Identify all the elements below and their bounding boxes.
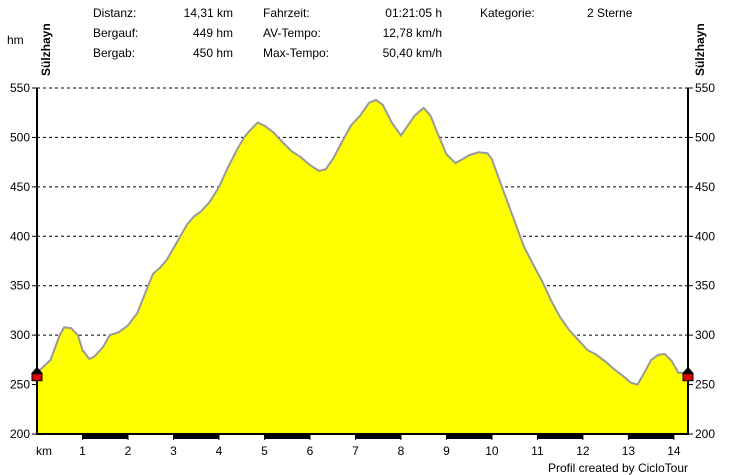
y-tick-label: 500	[10, 130, 30, 144]
km-segment	[537, 435, 583, 439]
x-tick-label: 11	[531, 444, 544, 458]
avg-speed-label: AV-Tempo:	[263, 26, 321, 40]
waypoints: Sülzhayn Sülzhayn	[31, 23, 707, 382]
category-label: Kategorie:	[480, 6, 535, 20]
x-tick-label: 10	[485, 444, 499, 458]
waypoint-label: Sülzhayn	[39, 23, 53, 76]
x-tick-label: 3	[170, 444, 177, 458]
km-segment	[173, 435, 219, 439]
category-value: 2 Sterne	[587, 6, 633, 20]
credit-text: Profil created by CicloTour	[548, 461, 688, 475]
y-tick-label: 550	[10, 81, 30, 95]
x-tick-label: 4	[216, 444, 223, 458]
avg-speed-value: 12,78 km/h	[382, 26, 442, 40]
distance-value: 14,31 km	[183, 6, 233, 20]
km-segment	[628, 435, 674, 439]
y-tick-label-right: 500	[695, 130, 715, 144]
y-tick-label: 200	[10, 427, 30, 441]
km-segment	[264, 435, 310, 439]
distance-label: Distanz:	[93, 6, 137, 20]
x-tick-label: 12	[576, 444, 590, 458]
descent-value: 450 hm	[192, 46, 233, 60]
y-tick-label-right: 300	[695, 328, 715, 342]
elevation-outline	[36, 98, 688, 386]
y-tick-label: 300	[10, 328, 30, 342]
waypoint-marker	[682, 373, 694, 382]
waypoint-roof	[31, 366, 43, 374]
y-tick-label-right: 350	[695, 279, 715, 293]
ride-time-label: Fahrzeit:	[263, 6, 310, 20]
y-tick-label: 400	[10, 229, 30, 243]
waypoint-roof	[682, 366, 694, 374]
x-tick-label: 8	[398, 444, 405, 458]
max-speed-label: Max-Tempo:	[263, 46, 330, 60]
km-segment	[446, 435, 492, 439]
x-tick-label: 2	[125, 444, 132, 458]
x-tick-label: 1	[79, 444, 86, 458]
km-segment	[355, 435, 401, 439]
y-tick-label-right: 450	[695, 180, 715, 194]
ascent-label: Bergauf:	[93, 26, 139, 40]
axis-ticks: 200 200 250 250 300 300 350 350 400 400 450 450 500 5…	[10, 81, 715, 458]
descent-label: Bergab:	[93, 46, 136, 60]
x-tick-label: 14	[667, 444, 681, 458]
ascent-value: 449 hm	[192, 26, 233, 40]
ride-time-value: 01:21:05 h	[385, 6, 442, 20]
y-tick-label-right: 400	[695, 229, 715, 243]
y-tick-label-right: 250	[695, 378, 715, 392]
y-tick-label: 450	[10, 180, 30, 194]
x-tick-label: 13	[622, 444, 636, 458]
x-axis-km-bar	[82, 435, 674, 439]
waypoint-marker	[31, 373, 43, 382]
y-axis-unit-label: hm	[7, 33, 24, 47]
x-tick-label: 9	[443, 444, 450, 458]
y-tick-label: 250	[10, 378, 30, 392]
elevation-area	[37, 99, 688, 435]
y-tick-label: 350	[10, 279, 30, 293]
km-segment	[82, 435, 128, 439]
waypoint-label: Sülzhayn	[693, 23, 707, 76]
x-tick-label: 7	[352, 444, 359, 458]
max-speed-value: 50,40 km/h	[382, 46, 442, 60]
x-tick-label: 5	[261, 444, 268, 458]
y-tick-label-right: 200	[695, 427, 715, 441]
x-axis-unit-label: km	[36, 444, 52, 458]
x-tick-label: 6	[307, 444, 314, 458]
y-tick-label-right: 550	[695, 81, 715, 95]
